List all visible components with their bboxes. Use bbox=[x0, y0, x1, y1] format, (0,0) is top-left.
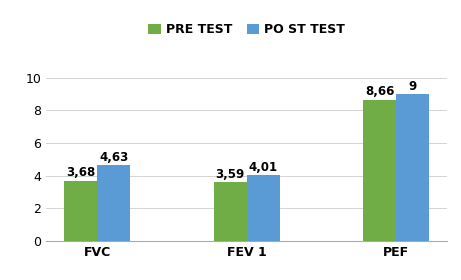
Bar bbox=[363, 100, 396, 241]
Bar bbox=[214, 182, 247, 241]
Legend: PRE TEST, PO ST TEST: PRE TEST, PO ST TEST bbox=[143, 18, 350, 41]
Bar bbox=[97, 165, 130, 241]
Text: 3,68: 3,68 bbox=[66, 166, 95, 179]
Text: 3,59: 3,59 bbox=[216, 168, 245, 181]
Bar bbox=[396, 94, 429, 241]
Text: 4,63: 4,63 bbox=[99, 151, 128, 164]
Text: 9: 9 bbox=[408, 80, 417, 93]
Text: 8,66: 8,66 bbox=[365, 85, 394, 98]
Text: 4,01: 4,01 bbox=[248, 161, 278, 174]
Bar bbox=[247, 176, 279, 241]
Bar bbox=[65, 181, 97, 241]
